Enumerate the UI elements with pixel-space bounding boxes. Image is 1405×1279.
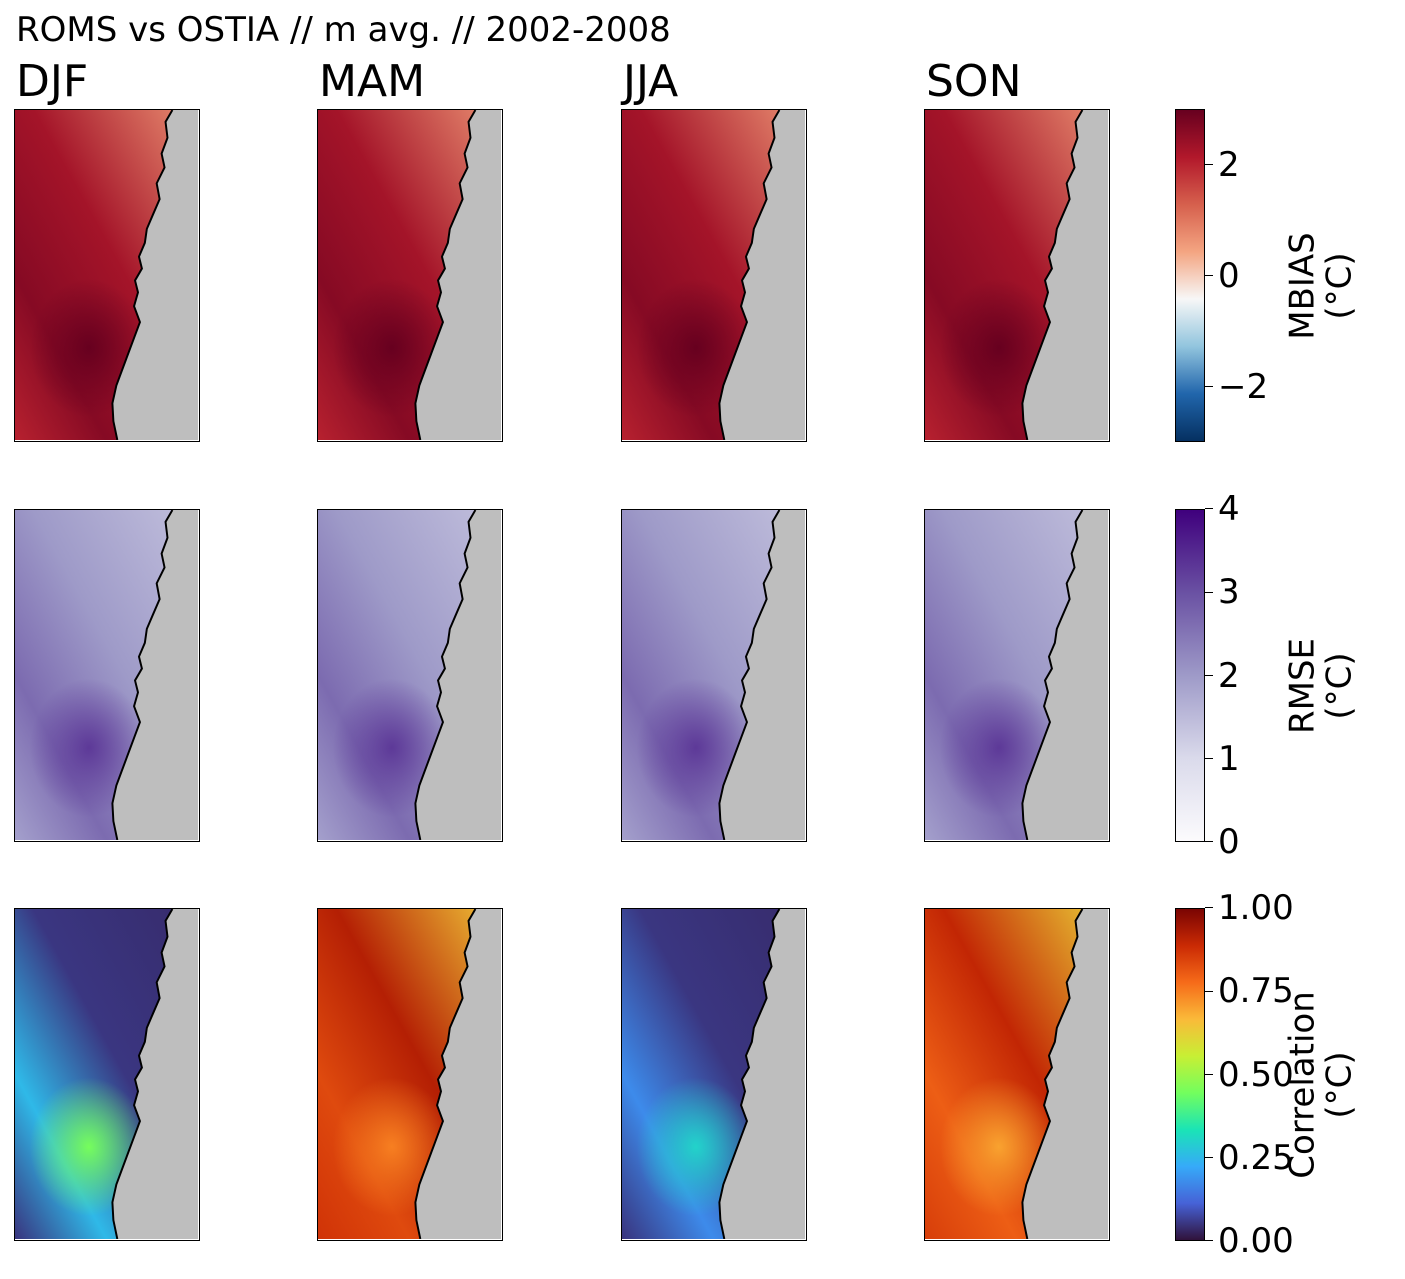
season-title-mam: MAM <box>319 56 426 107</box>
colorbar-tick-label: 0.00 <box>1218 1221 1294 1261</box>
colorbar-tick-label: 0.50 <box>1218 1054 1294 1095</box>
map-panel-rmse-jja <box>621 509 807 842</box>
land-mask <box>112 909 198 1239</box>
colorbar-tick-label: 2 <box>1218 655 1240 696</box>
colorbar-tick <box>1205 1240 1213 1242</box>
land-mask <box>112 510 198 840</box>
coastline <box>1021 909 1084 1239</box>
colorbar-tick <box>1205 591 1213 593</box>
land-mask <box>719 909 805 1239</box>
coastline <box>414 110 477 440</box>
map-panel-mbias-mam <box>317 109 503 442</box>
season-title-jja: JJA <box>623 56 679 107</box>
map-panel-correlation-djf <box>14 908 200 1241</box>
map-panel-rmse-djf <box>14 509 200 842</box>
colorbar-tick <box>1205 674 1213 676</box>
land-mask <box>719 110 805 440</box>
colorbar-tick-label: 0 <box>1218 255 1240 296</box>
colorbar-tick <box>1205 1157 1213 1158</box>
map-panel-mbias-jja <box>621 109 807 442</box>
colorbar-mbias <box>1175 109 1205 442</box>
coastline <box>414 909 477 1239</box>
colorbar-tick-label: −2 <box>1218 366 1269 407</box>
colorbar-tick-label: 1.00 <box>1218 888 1294 928</box>
coastline <box>718 909 781 1239</box>
coastline <box>111 510 174 840</box>
land-mask <box>415 110 501 440</box>
coastline <box>111 909 174 1239</box>
colorbar-tick <box>1205 990 1213 992</box>
land-mask <box>415 510 501 840</box>
map-panel-correlation-mam <box>317 908 503 1241</box>
land-mask <box>719 510 805 840</box>
colorbar-tick <box>1205 163 1213 165</box>
coastline <box>718 510 781 840</box>
colorbar-label-correlation: Correlation (°C) <box>1282 990 1360 1179</box>
land-mask <box>415 909 501 1239</box>
colorbar-tick-label: 3 <box>1218 572 1240 613</box>
coastline <box>718 110 781 440</box>
map-panel-correlation-son <box>924 908 1110 1241</box>
land-mask <box>112 110 198 440</box>
map-panel-correlation-jja <box>621 908 807 1241</box>
colorbar-label-mbias: MBIAS (°C) <box>1282 231 1360 340</box>
colorbar-tick-label: 2 <box>1218 144 1240 185</box>
colorbar-tick <box>1205 385 1213 387</box>
map-panel-rmse-son <box>924 509 1110 842</box>
land-mask <box>1022 909 1108 1239</box>
colorbar-label-rmse: RMSE (°C) <box>1282 637 1360 734</box>
colorbar-tick <box>1205 758 1213 759</box>
season-title-son: SON <box>926 56 1022 107</box>
colorbar-tick <box>1205 1073 1213 1075</box>
map-panel-rmse-mam <box>317 509 503 842</box>
land-mask <box>1022 110 1108 440</box>
colorbar-tick <box>1205 841 1213 843</box>
figure-title: ROMS vs OSTIA // m avg. // 2002-2008 <box>16 10 671 50</box>
colorbar-tick-label: 4 <box>1218 489 1240 529</box>
colorbar-tick <box>1205 274 1213 276</box>
colorbar-tick-label: 1 <box>1218 738 1240 779</box>
map-panel-mbias-djf <box>14 109 200 442</box>
coastline <box>1021 110 1084 440</box>
coastline <box>111 110 174 440</box>
coastline <box>1021 510 1084 840</box>
colorbar-correlation <box>1175 908 1205 1241</box>
colorbar-tick-label: 0.75 <box>1218 971 1294 1012</box>
land-mask <box>1022 510 1108 840</box>
colorbar-rmse <box>1175 509 1205 842</box>
map-panel-mbias-son <box>924 109 1110 442</box>
season-title-djf: DJF <box>16 56 89 107</box>
colorbar-tick <box>1205 508 1213 510</box>
colorbar-tick-label: 0 <box>1218 822 1240 862</box>
coastline <box>414 510 477 840</box>
colorbar-tick-label: 0.25 <box>1218 1137 1294 1178</box>
colorbar-tick <box>1205 907 1213 909</box>
